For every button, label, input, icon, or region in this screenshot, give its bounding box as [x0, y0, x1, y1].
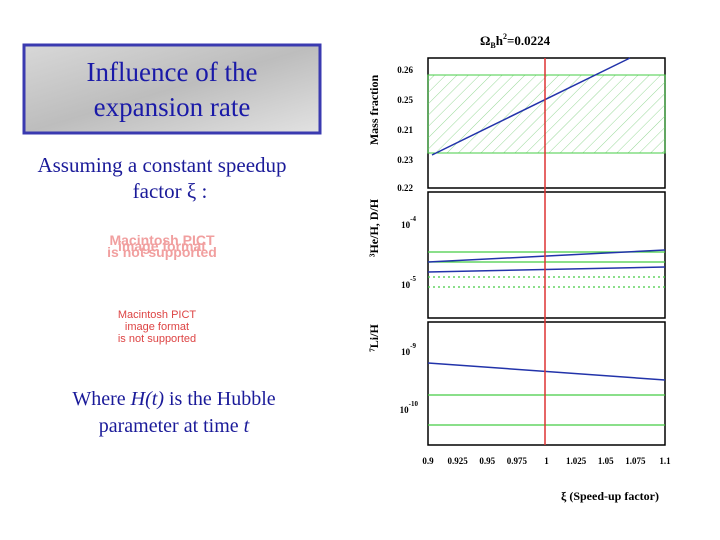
placeholder-text: Macintosh PICT	[118, 309, 197, 321]
x-tick-label: 0.975	[507, 456, 528, 466]
x-tick-label: 1.05	[598, 456, 614, 466]
x-tick-label: 1	[544, 456, 549, 466]
x-tick-label: 1.025	[566, 456, 587, 466]
curve	[431, 57, 631, 156]
title: Influence of the	[87, 57, 258, 87]
band	[427, 74, 666, 154]
placeholder-text: image format	[125, 321, 189, 333]
y-tick-label: 10-9	[401, 342, 416, 357]
y-axis-label: Mass fraction	[367, 75, 381, 146]
x-axis-label: ξ (Speed-up factor)	[561, 489, 659, 503]
panel	[427, 191, 666, 319]
placeholder-text: image format	[118, 238, 206, 254]
placeholder-text: is not supported	[107, 244, 217, 260]
intro: factor ξ :	[133, 179, 208, 203]
y-axis-label: ³He/H, D/H	[367, 198, 381, 257]
caption: Where H(t) is the Hubble	[72, 388, 275, 410]
intro: Assuming a constant speedup	[37, 153, 286, 177]
x-tick-label: 1.1	[659, 456, 671, 466]
y-axis-label: ⁷Li/H	[367, 324, 381, 352]
x-tick-label: 0.9	[422, 456, 434, 466]
curve	[427, 362, 666, 381]
y-tick-label: 0.21	[397, 125, 413, 135]
y-tick-label: 0.22	[397, 183, 413, 193]
caption: parameter at time t	[99, 415, 250, 437]
y-tick-label: 10-4	[401, 215, 416, 230]
placeholder-text: Macintosh PICT	[109, 232, 214, 248]
y-tick-label: 0.25	[397, 95, 413, 105]
y-tick-label: 0.26	[397, 65, 413, 75]
y-tick-label: 0.23	[397, 155, 413, 165]
panel	[427, 321, 666, 446]
title: expansion rate	[94, 92, 251, 122]
title-box	[22, 43, 322, 135]
placeholder-text: is not supported	[118, 333, 196, 345]
x-tick-label: 0.925	[448, 456, 469, 466]
x-tick-label: 1.075	[625, 456, 646, 466]
x-tick-label: 0.95	[479, 456, 495, 466]
figure-header: ΩBh2=0.0224	[480, 32, 551, 50]
y-tick-label: 10-5	[401, 275, 416, 290]
curve	[427, 249, 666, 263]
y-tick-label: 10-10	[400, 400, 419, 415]
curve	[427, 266, 666, 273]
